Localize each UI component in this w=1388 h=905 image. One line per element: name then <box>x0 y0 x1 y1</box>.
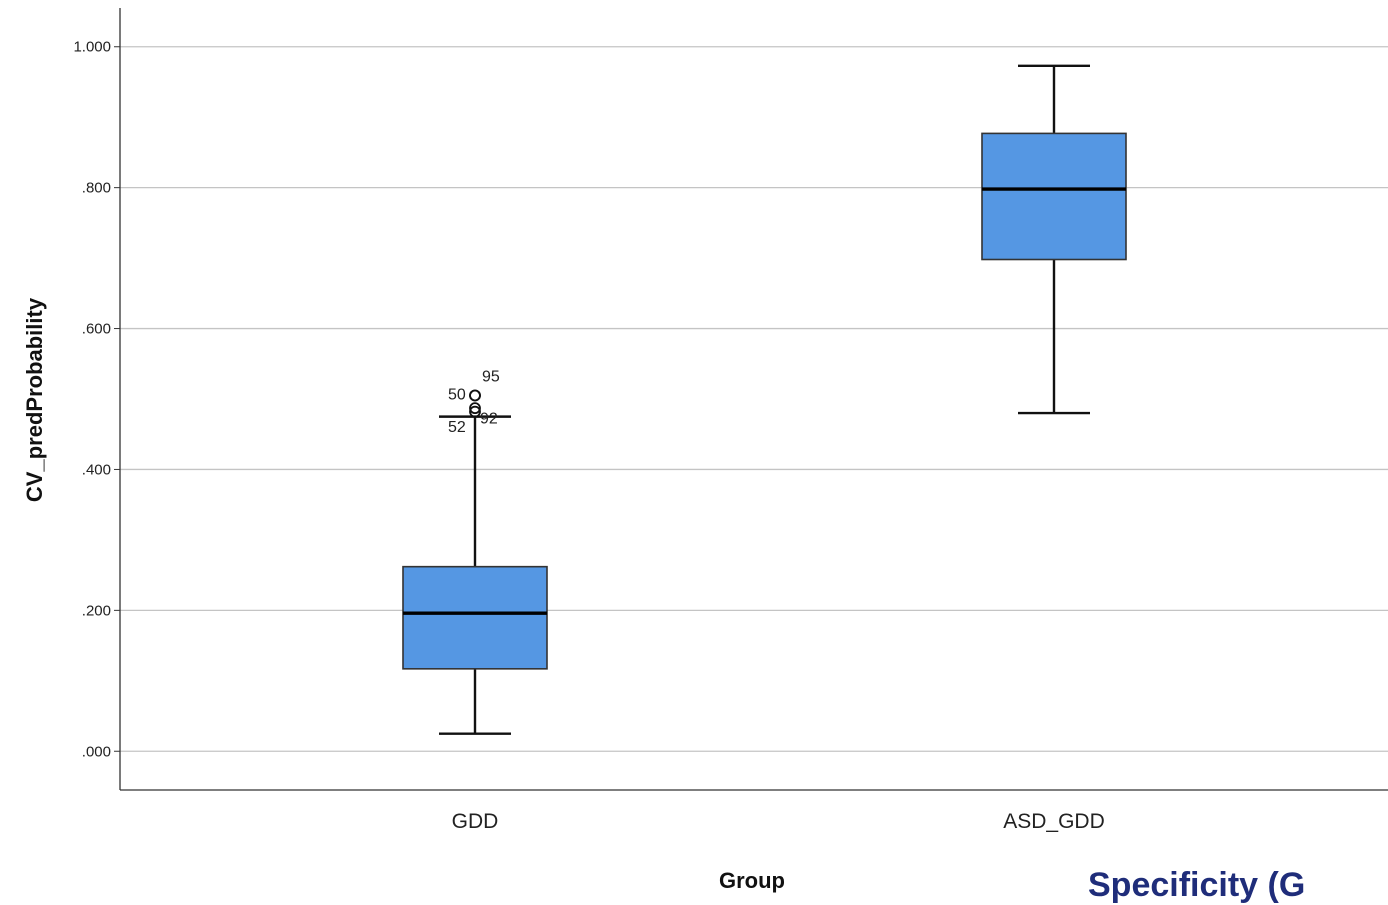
box-iqr <box>981 132 1127 261</box>
y-axis-ticks: .000 .200 .400 .600 .800 1.000 <box>73 39 120 760</box>
axes <box>119 8 1388 791</box>
outlier-point-52 <box>469 402 481 415</box>
y-axis-title: CV_predProbability <box>22 297 47 502</box>
x-category-label: ASD_GDD <box>1003 810 1105 833</box>
y-tick-label: .400 <box>82 461 111 478</box>
outlier-point-95 <box>469 389 481 402</box>
y-tick-label: .000 <box>82 743 111 760</box>
y-tick-label: 1.000 <box>73 39 111 56</box>
outlier-label-50: 50 <box>448 386 466 403</box>
outlier-label-92: 92 <box>480 411 498 428</box>
outlier-label-52: 52 <box>448 419 466 436</box>
box-GDD: 50 95 52 92 <box>402 368 548 735</box>
x-category-label: GDD <box>452 810 499 833</box>
boxes: 50 95 52 92 <box>402 64 1127 735</box>
x-axis-categories: GDD ASD_GDD <box>452 810 1105 833</box>
y-tick-label: .200 <box>82 602 111 619</box>
x-axis-title: Group <box>719 868 785 893</box>
y-tick-label: .600 <box>82 321 111 338</box>
outlier-label-95: 95 <box>482 368 500 385</box>
y-tick-label: .800 <box>82 180 111 197</box>
outlier-point-92 <box>469 405 481 418</box>
box-ASD_GDD <box>981 64 1127 415</box>
grid-lines <box>120 46 1388 752</box>
overlay-caption-text: Specificity (G <box>1088 866 1306 904</box>
box-iqr <box>402 565 548 670</box>
